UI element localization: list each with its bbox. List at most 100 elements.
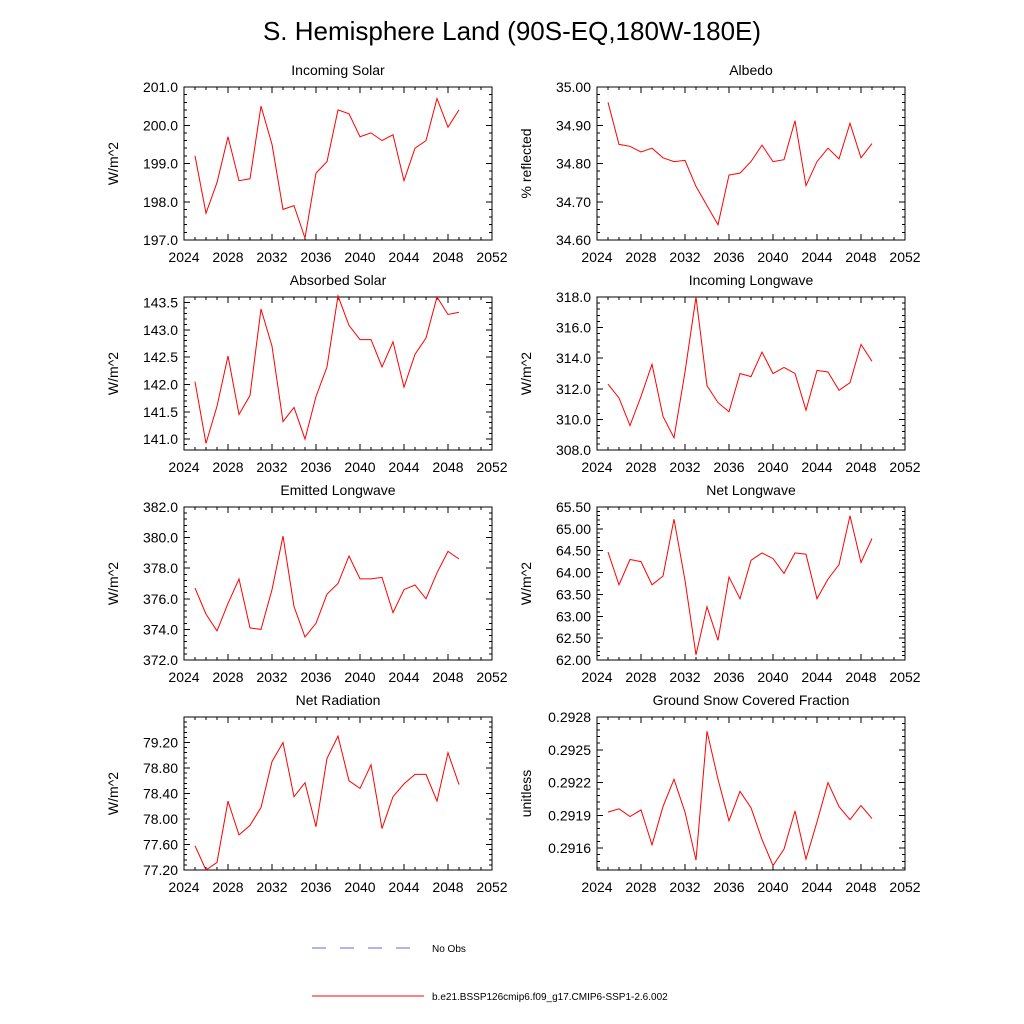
plot-frame bbox=[596, 296, 906, 451]
panel-title: Ground Snow Covered Fraction bbox=[653, 692, 850, 708]
panel-title: Albedo bbox=[729, 62, 773, 78]
y-tick-label: 141.5 bbox=[143, 404, 178, 420]
y-tick-label: 308.0 bbox=[556, 442, 591, 458]
y-tick-label: 199.0 bbox=[143, 156, 178, 172]
panel-1: Incoming Solar W/m^2 2024 2028 2032 2036 2040 2… bbox=[105, 62, 508, 265]
x-tick-label: 2036 bbox=[300, 879, 331, 895]
y-axis-label: W/m^2 bbox=[105, 772, 121, 815]
legend: No Obs b.e21.BSSP126cmip6.f09_g17.CMIP6-… bbox=[312, 944, 668, 1003]
panels: Incoming Solar W/m^2 2024 2028 2032 2036 2040 2… bbox=[105, 62, 921, 895]
y-tick-label: 142.0 bbox=[143, 376, 178, 392]
y-tick-label: 314.0 bbox=[556, 350, 591, 366]
x-tick-label: 2052 bbox=[889, 669, 920, 685]
x-tick-label: 2052 bbox=[889, 459, 920, 475]
series-line bbox=[194, 96, 460, 239]
y-tick-label: 64.50 bbox=[556, 543, 591, 559]
y-tick-label: 200.0 bbox=[143, 117, 178, 133]
main-title: S. Hemisphere Land (90S-EQ,180W-180E) bbox=[263, 16, 761, 46]
x-tick-label: 2040 bbox=[757, 879, 788, 895]
x-tick-label: 2048 bbox=[845, 879, 876, 895]
series-line bbox=[194, 535, 460, 639]
legend-label-obs: No Obs bbox=[432, 944, 466, 955]
x-tick-label: 2048 bbox=[432, 669, 463, 685]
x-tick-label: 2024 bbox=[168, 459, 199, 475]
panel-6: Net Longwave W/m^2 2024 2028 2032 2036 2040 204… bbox=[518, 482, 921, 685]
y-axis-label: unitless bbox=[518, 770, 534, 817]
x-tick-label: 2028 bbox=[212, 249, 243, 265]
y-tick-label: 310.0 bbox=[556, 411, 591, 427]
y-tick-label: 77.60 bbox=[143, 837, 178, 853]
x-tick-label: 2052 bbox=[889, 879, 920, 895]
x-tick-label: 2048 bbox=[845, 669, 876, 685]
y-tick-label: 197.0 bbox=[143, 232, 178, 248]
panel-title: Incoming Solar bbox=[291, 62, 385, 78]
series-line bbox=[607, 296, 873, 440]
series-line bbox=[607, 515, 873, 655]
x-tick-label: 2024 bbox=[581, 669, 612, 685]
x-tick-label: 2044 bbox=[388, 249, 419, 265]
panel-4: Incoming Longwave W/m^2 2024 2028 2032 2036 20… bbox=[518, 272, 921, 475]
x-tick-label: 2044 bbox=[388, 879, 419, 895]
x-tick-label: 2032 bbox=[669, 669, 700, 685]
y-tick-label: 142.5 bbox=[143, 349, 178, 365]
plot-frame bbox=[183, 296, 493, 451]
y-tick-label: 62.00 bbox=[556, 652, 591, 668]
series-line bbox=[194, 734, 460, 871]
x-tick-label: 2028 bbox=[212, 879, 243, 895]
x-tick-label: 2028 bbox=[212, 459, 243, 475]
y-tick-label: 65.00 bbox=[556, 521, 591, 537]
y-tick-label: 312.0 bbox=[556, 381, 591, 397]
y-tick-label: 0.2916 bbox=[548, 840, 591, 856]
x-tick-label: 2032 bbox=[256, 669, 287, 685]
legend-label-model: b.e21.BSSP126cmip6.f09_g17.CMIP6-SSP1-2.… bbox=[432, 992, 668, 1003]
y-tick-label: 374.0 bbox=[143, 621, 178, 637]
y-tick-label: 316.0 bbox=[556, 320, 591, 336]
x-tick-label: 2040 bbox=[344, 459, 375, 475]
x-tick-label: 2052 bbox=[476, 459, 507, 475]
y-tick-label: 62.50 bbox=[556, 630, 591, 646]
x-tick-label: 2032 bbox=[256, 249, 287, 265]
y-tick-label: 143.0 bbox=[143, 322, 178, 338]
y-tick-label: 380.0 bbox=[143, 530, 178, 546]
panel-8: Ground Snow Covered Fraction unitless 2024… bbox=[518, 692, 921, 895]
y-tick-label: 318.0 bbox=[556, 289, 591, 305]
panel-title: Net Radiation bbox=[296, 692, 381, 708]
x-tick-label: 2048 bbox=[432, 879, 463, 895]
x-tick-label: 2028 bbox=[625, 459, 656, 475]
x-tick-label: 2024 bbox=[168, 669, 199, 685]
y-tick-label: 64.00 bbox=[556, 565, 591, 581]
y-tick-label: 0.2922 bbox=[548, 775, 591, 791]
panel-5: Emitted Longwave W/m^2 2024 2028 2032 2036 204… bbox=[105, 482, 508, 685]
y-tick-label: 78.40 bbox=[143, 786, 178, 802]
x-tick-label: 2044 bbox=[801, 459, 832, 475]
x-tick-label: 2044 bbox=[388, 669, 419, 685]
x-tick-label: 2024 bbox=[581, 879, 612, 895]
panel-2: Albedo % reflected 2024 2028 2032 2036 2040 204… bbox=[518, 62, 921, 265]
x-tick-label: 2036 bbox=[300, 669, 331, 685]
x-tick-label: 2024 bbox=[581, 459, 612, 475]
plot-frame bbox=[183, 716, 493, 871]
panel-title: Incoming Longwave bbox=[689, 272, 814, 288]
x-tick-label: 2044 bbox=[388, 459, 419, 475]
x-tick-label: 2036 bbox=[713, 249, 744, 265]
y-tick-label: 35.00 bbox=[556, 79, 591, 95]
x-tick-label: 2048 bbox=[432, 249, 463, 265]
series-line bbox=[194, 293, 460, 444]
y-tick-label: 0.2925 bbox=[548, 742, 591, 758]
y-axis-label: % reflected bbox=[518, 128, 534, 198]
x-tick-label: 2024 bbox=[168, 879, 199, 895]
series-line bbox=[607, 731, 873, 867]
y-tick-label: 201.0 bbox=[143, 79, 178, 95]
y-tick-label: 198.0 bbox=[143, 194, 178, 210]
x-tick-label: 2040 bbox=[757, 669, 788, 685]
x-tick-label: 2052 bbox=[476, 879, 507, 895]
x-tick-label: 2028 bbox=[625, 879, 656, 895]
x-tick-label: 2052 bbox=[476, 249, 507, 265]
x-tick-label: 2044 bbox=[801, 669, 832, 685]
x-tick-label: 2032 bbox=[669, 249, 700, 265]
plot-frame bbox=[596, 716, 906, 871]
x-tick-label: 2040 bbox=[757, 249, 788, 265]
y-axis-label: W/m^2 bbox=[105, 562, 121, 605]
series-line bbox=[607, 102, 873, 227]
